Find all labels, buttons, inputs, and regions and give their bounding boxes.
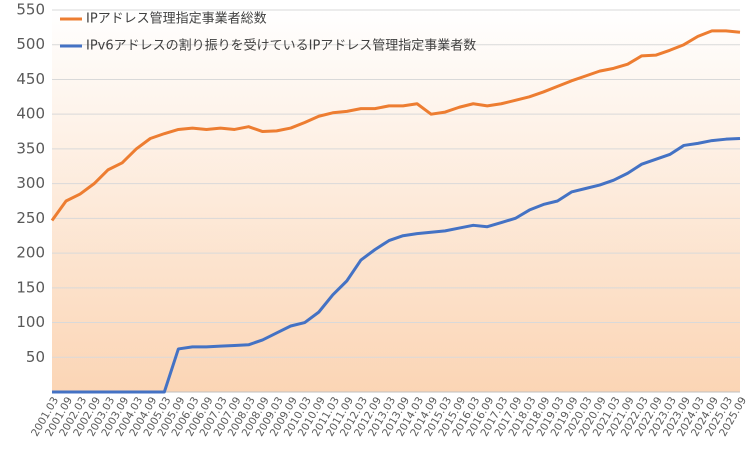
y-tick-label: 300 [16, 174, 45, 192]
y-tick-label: 400 [16, 105, 45, 123]
y-tick-label: 250 [16, 209, 45, 227]
legend-label: IPv6アドレスの割り振りを受けているIPアドレス管理指定事業者数 [86, 38, 476, 54]
y-tick-label: 350 [16, 139, 45, 157]
plot-background [52, 10, 740, 392]
y-tick-label: 450 [16, 70, 45, 88]
y-tick-label: 500 [16, 35, 45, 53]
y-tick-label: 150 [16, 278, 45, 296]
data-line [50, 29, 741, 222]
y-tick-label: 200 [16, 244, 45, 262]
y-tick-label: 100 [16, 313, 45, 331]
data-line [52, 136, 741, 394]
legend-label: IPアドレス管理指定事業者総数 [86, 11, 267, 27]
y-tick-label: 550 [16, 1, 45, 19]
y-tick-label: 50 [26, 348, 45, 366]
